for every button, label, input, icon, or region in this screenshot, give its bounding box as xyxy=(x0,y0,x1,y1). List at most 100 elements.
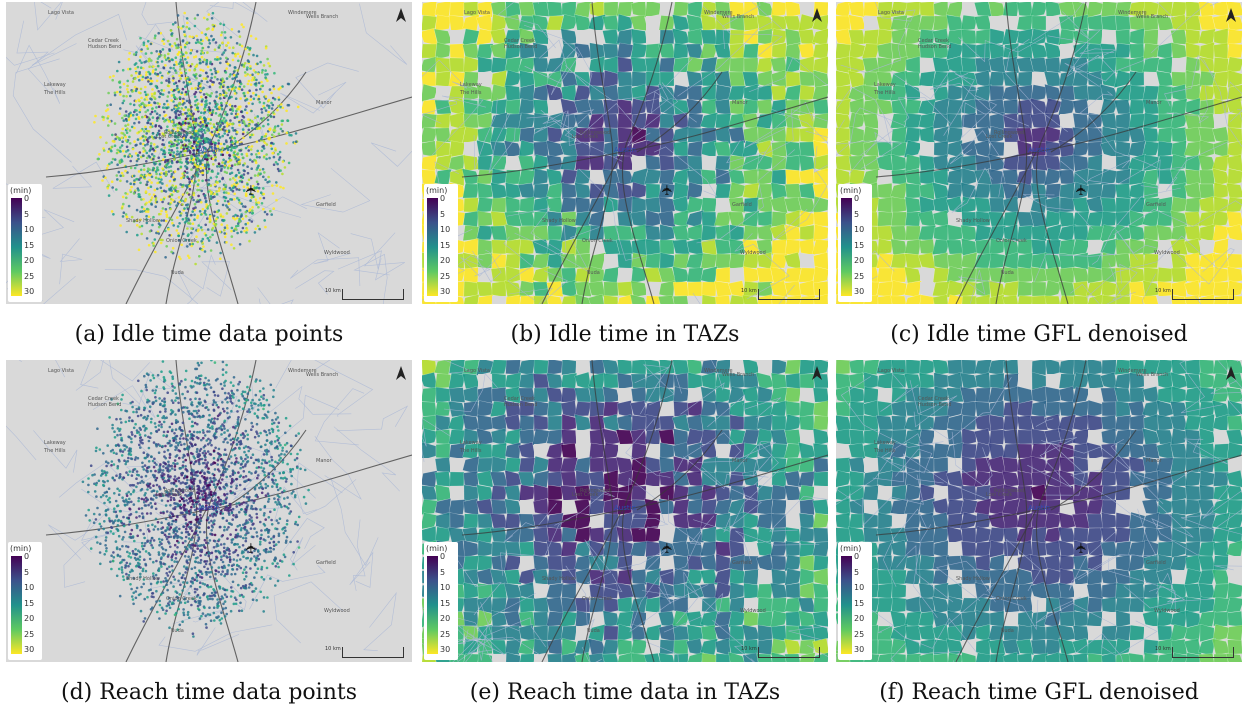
data-point xyxy=(119,450,122,453)
taz-zone xyxy=(1073,225,1089,241)
taz-zone xyxy=(975,42,991,60)
taz-zone xyxy=(658,280,676,298)
data-point xyxy=(119,433,122,437)
data-point xyxy=(135,159,139,163)
data-point xyxy=(126,79,129,83)
empty-zone xyxy=(1088,240,1102,254)
data-point xyxy=(98,153,101,156)
data-point xyxy=(192,117,196,121)
data-point xyxy=(122,578,126,582)
data-point xyxy=(200,79,203,83)
data-point xyxy=(162,158,165,161)
data-point xyxy=(252,53,255,57)
data-point xyxy=(246,91,250,94)
taz-zone xyxy=(533,141,549,157)
data-point xyxy=(195,235,198,238)
data-point xyxy=(98,513,101,516)
data-point xyxy=(203,16,206,20)
street-line xyxy=(1023,194,1093,230)
data-point xyxy=(135,177,138,181)
place-label: Wyldwood xyxy=(324,250,350,256)
taz-zone xyxy=(1226,14,1242,32)
data-point xyxy=(238,208,242,212)
data-point xyxy=(140,389,143,393)
data-point xyxy=(198,61,202,65)
data-point xyxy=(207,165,210,169)
data-point xyxy=(115,188,118,191)
highway-line xyxy=(995,2,1028,304)
empty-zone xyxy=(730,268,744,282)
data-point xyxy=(240,202,243,206)
taz-zone xyxy=(961,196,977,214)
taz-zone xyxy=(961,295,977,304)
taz-zone xyxy=(1087,294,1104,304)
data-point xyxy=(94,535,98,539)
data-point xyxy=(139,137,142,140)
taz-zone xyxy=(989,197,1005,213)
taz-zone xyxy=(617,85,633,101)
taz-zone xyxy=(919,294,936,304)
data-point xyxy=(161,207,165,210)
data-point xyxy=(134,596,138,600)
taz-zone xyxy=(1212,238,1230,256)
taz-zone xyxy=(533,183,549,199)
data-point xyxy=(154,125,157,128)
street-line xyxy=(363,592,397,651)
data-point xyxy=(158,617,161,620)
taz-zone xyxy=(1143,29,1159,45)
empty-zone xyxy=(548,30,562,44)
data-point xyxy=(258,156,261,159)
data-point xyxy=(192,462,196,466)
data-point xyxy=(269,577,272,580)
taz-zone xyxy=(1212,210,1230,228)
taz-zone xyxy=(771,112,787,130)
data-point xyxy=(291,467,295,471)
data-point xyxy=(201,207,205,211)
data-point xyxy=(113,93,117,97)
data-point xyxy=(178,121,181,125)
data-point xyxy=(203,449,206,453)
data-point xyxy=(255,124,259,128)
taz-zone xyxy=(1031,295,1047,304)
data-point xyxy=(276,108,279,112)
data-point xyxy=(160,148,163,151)
taz-zone xyxy=(1016,14,1034,32)
data-point xyxy=(224,36,227,40)
taz-zone xyxy=(799,238,815,256)
data-point xyxy=(238,179,242,183)
taz-zone xyxy=(813,211,828,227)
taz-zone xyxy=(757,210,773,228)
data-point xyxy=(231,186,235,190)
data-point xyxy=(173,177,177,181)
taz-zone xyxy=(904,266,922,284)
data-point xyxy=(190,213,193,217)
data-point xyxy=(281,85,284,88)
data-point xyxy=(180,123,183,126)
data-point xyxy=(138,110,142,114)
data-point xyxy=(175,71,178,75)
data-point xyxy=(121,127,124,131)
taz-zone xyxy=(700,14,718,32)
data-point xyxy=(126,90,130,94)
data-point xyxy=(153,92,156,96)
data-point xyxy=(164,229,167,233)
empty-zone xyxy=(1060,44,1074,58)
taz-zone xyxy=(891,211,907,227)
data-point xyxy=(173,132,177,135)
data-point xyxy=(188,101,192,104)
data-point xyxy=(217,139,220,142)
data-point xyxy=(207,178,210,182)
taz-zone xyxy=(946,265,964,285)
taz-zone xyxy=(517,182,537,200)
data-point xyxy=(208,42,212,45)
street-line xyxy=(497,2,556,49)
data-point xyxy=(152,157,155,161)
data-point xyxy=(214,577,217,580)
data-point xyxy=(150,196,154,199)
legend-tick: 5 xyxy=(440,209,446,219)
taz-zone xyxy=(616,42,634,60)
data-point xyxy=(148,173,151,177)
data-point xyxy=(203,107,206,111)
data-point xyxy=(192,191,196,195)
data-point xyxy=(289,510,293,513)
